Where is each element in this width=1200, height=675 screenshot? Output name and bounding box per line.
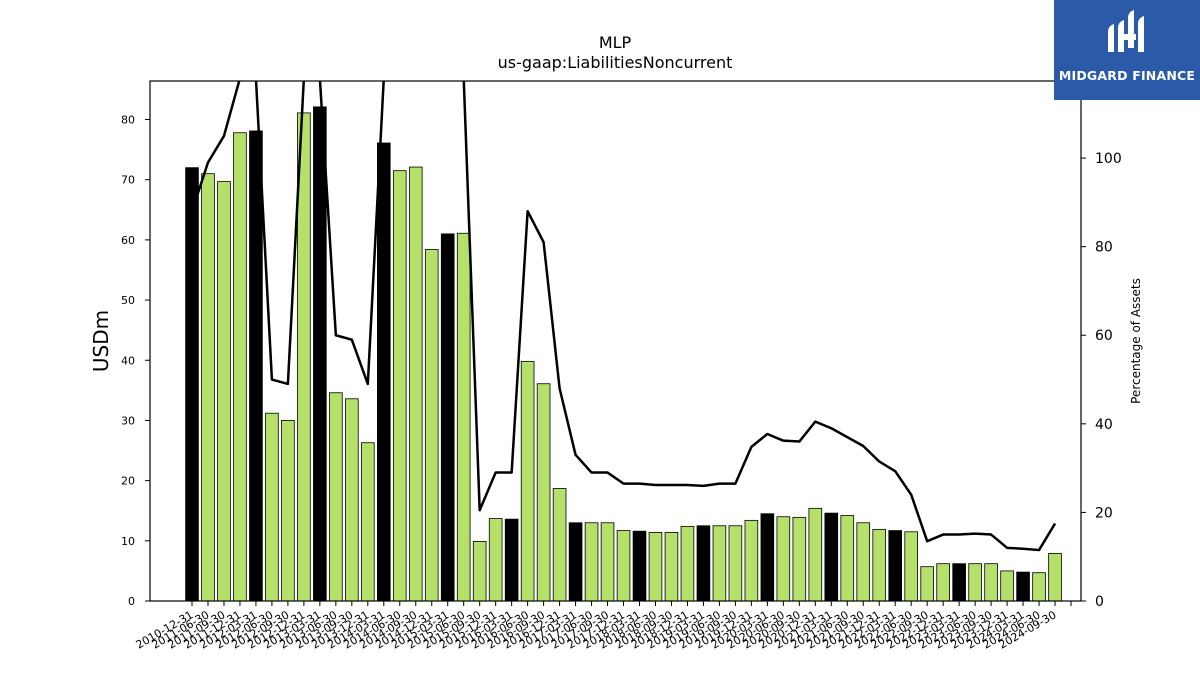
bar-2024-06-30 [1048,553,1062,601]
line-layer [190,81,1057,552]
bar-2019-09-30 [744,519,759,601]
bar-2016-03-31 [520,361,535,601]
y-tick-label: 10 [121,535,135,548]
bar-2011-06-30 [217,181,231,601]
bars-layer [185,106,1062,601]
bar-2017-06-30 [600,522,615,601]
bar-2023-03-31 [968,563,982,601]
bar-2016-09-30 [552,488,567,601]
midgard-logo-icon [1108,10,1144,52]
y2-tick-label: 0 [1095,594,1104,610]
bar-2017-09-30 [616,530,631,601]
bar-2019-06-30 [728,525,743,601]
bar-2015-03-31 [456,232,471,601]
y2-tick-label: 20 [1095,505,1113,521]
y-tick-label: 80 [121,114,135,127]
bar-2017-03-31 [584,522,599,601]
bar-2014-03-31 [392,170,407,601]
bar-2011-12-31 [249,130,263,601]
y-tick-label: 40 [121,354,135,367]
bar-2013-03-31 [329,392,343,601]
bar-2020-03-31 [776,516,791,601]
bar-2013-12-31 [376,142,391,601]
y2-axis-label: Percentage of Assets [1129,278,1143,404]
chart-title: MLP [599,33,632,52]
y-axis-label: USDm [89,310,113,372]
bar-2022-09-30 [936,563,950,601]
bar-2023-09-30 [1000,570,1014,601]
bar-2019-12-31 [760,513,775,601]
bar-2022-12-31 [952,563,966,601]
bar-2021-03-31 [840,515,855,601]
bar-2013-09-30 [361,442,375,601]
bar-2023-06-30 [984,563,998,601]
y-tick-label: 20 [121,475,135,488]
bar-2018-12-31 [696,525,711,601]
y-tick-label: 0 [128,595,135,608]
bar-2011-09-30 [233,132,247,601]
bar-2013-06-30 [345,398,359,601]
bar-2010-12-31 [185,167,199,601]
y2-tick-label: 80 [1095,240,1113,256]
y-tick-label: 70 [121,174,135,187]
bar-2015-12-31 [504,518,519,601]
y2-tick-label: 100 [1095,151,1122,167]
company-logo: MIDGARD FINANCE [1054,0,1200,100]
bar-2019-03-31 [712,525,727,601]
y-tick-label: 30 [121,414,135,427]
axes-layer: 010203040506070800204060801002010-12-312… [121,80,1122,652]
bar-2018-09-30 [680,525,695,601]
y-tick-label: 50 [121,294,135,307]
bar-2018-03-31 [648,531,663,601]
bar-2022-03-31 [904,531,918,601]
bar-2020-09-30 [808,507,823,601]
bar-2012-06-30 [281,420,295,601]
bar-2012-09-30 [297,112,311,601]
bar-2012-12-31 [313,106,327,601]
bar-2018-06-30 [664,531,679,601]
bar-2015-09-30 [488,518,503,601]
bar-2015-06-30 [472,541,487,601]
bar-2016-06-30 [536,383,551,601]
bar-2023-12-31 [1016,571,1030,601]
y2-tick-label: 60 [1095,328,1113,344]
bar-2011-03-31 [201,173,215,601]
bar-2014-06-30 [408,166,423,601]
percentage-of-assets-line [190,81,1057,552]
bar-2020-06-30 [792,516,807,601]
logo-text: MIDGARD FINANCE [1058,68,1196,83]
bar-2014-09-30 [424,249,439,601]
bar-2017-12-31 [632,530,647,601]
bar-2021-09-30 [872,528,887,601]
plot-frame [149,80,1082,602]
bar-2020-12-31 [824,512,839,601]
bar-2012-03-31 [265,412,279,601]
bar-2014-12-31 [440,233,455,601]
y2-tick-label: 40 [1095,417,1113,433]
chart-subtitle: us-gaap:LiabilitiesNoncurrent [498,53,733,72]
bar-2016-12-31 [568,522,583,601]
bar-2021-06-30 [856,522,871,601]
bar-2022-06-30 [920,566,934,601]
bar-2021-12-31 [888,530,903,601]
y-tick-label: 60 [121,234,135,247]
bar-2024-03-31 [1032,572,1046,601]
